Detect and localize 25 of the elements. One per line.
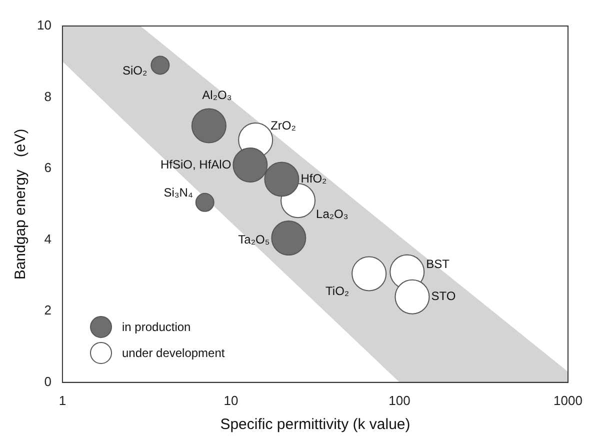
annotation: Si₃N₄ <box>164 186 193 200</box>
annotation: Al₂O₃ <box>202 88 232 102</box>
legend-label: under development <box>122 346 225 360</box>
y-axis-title: Bandgap energy (eV) <box>12 128 30 280</box>
annotation: HfSiO, HfAlO <box>160 157 232 172</box>
annotation: STO <box>431 289 456 304</box>
y-tick-label: 6 <box>44 160 52 176</box>
y-tick-label: 4 <box>44 231 52 246</box>
annotation: ZrO₂ <box>270 118 296 132</box>
annotation: Ta₂O₅ <box>238 232 270 246</box>
annotation: BST <box>426 257 450 272</box>
y-tick-label: 0 <box>44 374 52 389</box>
y-tick-label: 10 <box>36 18 52 33</box>
x-tick-label: 1 <box>58 392 66 408</box>
annotation: TiO₂ <box>326 284 350 298</box>
annotation: HfO₂ <box>300 172 328 186</box>
annotation: La₂O₃ <box>316 206 348 221</box>
x-axis-title: Specific permittivity (k value) <box>220 416 410 434</box>
y-tick-label: 2 <box>44 302 52 318</box>
x-tick-label: 100 <box>388 392 410 408</box>
x-tick-label: 10 <box>224 392 238 408</box>
legend-label: in production <box>122 320 191 334</box>
annotation: SiO₂ <box>122 64 148 78</box>
y-tick-label: 8 <box>44 88 52 104</box>
x-tick-label: 1000 <box>554 392 582 408</box>
